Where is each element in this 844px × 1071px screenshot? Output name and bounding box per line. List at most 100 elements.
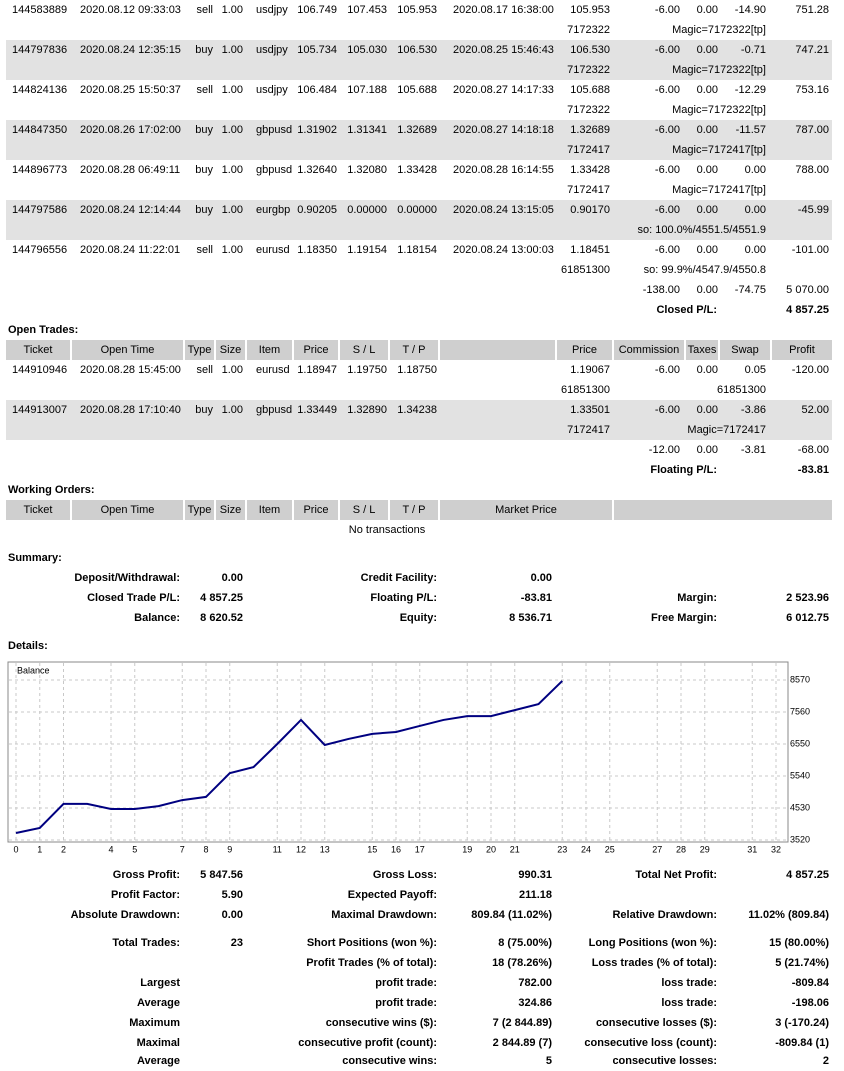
row-band (6, 40, 832, 60)
x-tick-label: 21 (510, 844, 520, 854)
section-title: Working Orders: (8, 484, 95, 496)
x-tick-label: 9 (227, 844, 232, 854)
header-cell (390, 500, 438, 520)
cell: 2020.08.17 16:38:00 (453, 4, 554, 16)
header: Taxes (687, 344, 717, 356)
cell: 2020.08.27 14:17:33 (453, 84, 554, 96)
cell: -101.00 (791, 244, 829, 256)
header-cell (720, 340, 770, 360)
cell: eurusd (256, 364, 290, 376)
y-tick-label: 8570 (790, 674, 810, 684)
cell: 52.00 (801, 404, 829, 416)
total: 0.00 (696, 284, 718, 296)
cell: -6.00 (654, 244, 680, 256)
cell: 2020.08.28 17:10:40 (80, 404, 181, 416)
note: so: 99.9%/4547.9/4550.8 (643, 264, 766, 276)
value: 5 (21.74%) (775, 957, 829, 969)
value: 2 523.96 (786, 592, 829, 604)
label: Free Margin: (650, 612, 717, 624)
cell: buy (195, 204, 213, 216)
cell: 105.953 (397, 4, 437, 16)
cell: 1.33428 (570, 164, 610, 176)
cell: 0.90205 (297, 204, 337, 216)
value: -83.81 (520, 592, 552, 604)
value: 4 857.25 (786, 869, 829, 881)
label: consecutive losses: (612, 1055, 717, 1067)
value: 211.18 (518, 889, 552, 901)
cell: 0.00 (696, 124, 718, 136)
total: 5 070.00 (786, 284, 829, 296)
row-band (6, 120, 832, 140)
header-cell (216, 340, 245, 360)
cell: 0.00 (696, 204, 718, 216)
label: Gross Loss: (372, 869, 437, 881)
header: Item (258, 504, 281, 516)
total: 0.00 (696, 444, 718, 456)
cell: 105.030 (347, 44, 387, 56)
header: Market Price (495, 504, 557, 516)
x-tick-label: 2 (61, 844, 66, 854)
value: 18 (78.26%) (492, 957, 552, 969)
cell: gbpusd (256, 404, 293, 416)
x-tick-label: 25 (605, 844, 615, 854)
header-cell (247, 340, 292, 360)
header-cell (6, 500, 70, 520)
value: 8 620.52 (200, 612, 243, 624)
value: 23 (230, 937, 243, 949)
total: -138.00 (642, 284, 680, 296)
cell: -6.00 (654, 164, 680, 176)
x-tick-label: 12 (296, 844, 306, 854)
x-tick-label: 24 (581, 844, 591, 854)
cell: sell (196, 364, 213, 376)
cell: 2020.08.25 15:50:37 (80, 84, 181, 96)
label: Total Trades: (112, 937, 180, 949)
cell: eurusd (256, 244, 290, 256)
cell: 0.00 (696, 244, 718, 256)
x-tick-label: 23 (557, 844, 567, 854)
cell: usdjpy (256, 4, 288, 16)
x-tick-label: 19 (462, 844, 472, 854)
value: 3 (-170.24) (775, 1017, 829, 1029)
header-cell (294, 340, 338, 360)
cell: 2020.08.24 13:15:05 (453, 204, 554, 216)
y-tick-label: 7560 (790, 706, 810, 716)
cell: 1.00 (221, 164, 243, 176)
cell: 1.19067 (570, 364, 610, 376)
cell: 1.00 (221, 124, 243, 136)
header-cell (614, 500, 832, 520)
label: Floating P/L: (370, 592, 437, 604)
cell: 107.188 (347, 84, 387, 96)
y-tick-label: 6550 (790, 738, 810, 748)
label: Closed P/L: (656, 304, 717, 316)
comment: 61851300 (561, 264, 610, 276)
cell: 1.00 (221, 84, 243, 96)
cell: -45.99 (797, 204, 829, 216)
value: -83.81 (797, 464, 829, 476)
x-tick-label: 7 (180, 844, 185, 854)
cell: 2020.08.28 15:45:00 (80, 364, 181, 376)
value: 4 857.25 (200, 592, 243, 604)
value: 4 857.25 (786, 304, 829, 316)
cell: usdjpy (256, 84, 288, 96)
header-cell (216, 500, 245, 520)
cell: 2020.08.28 16:14:55 (453, 164, 554, 176)
row-band (6, 140, 832, 160)
cell: buy (195, 164, 213, 176)
x-tick-label: 1 (37, 844, 42, 854)
label: Profit Factor: (110, 889, 180, 901)
cell: 144796556 (12, 244, 68, 256)
label: Deposit/Withdrawal: (74, 572, 180, 584)
cell: 1.31902 (297, 124, 337, 136)
label: Absolute Drawdown: (70, 909, 180, 921)
header: Swap (731, 344, 759, 356)
value: 7 (2 844.89) (492, 1017, 552, 1029)
cell: 1.00 (221, 244, 243, 256)
cell: 1.18947 (297, 364, 337, 376)
x-tick-label: 0 (13, 844, 18, 854)
row-band (6, 220, 832, 240)
header: Item (258, 344, 281, 356)
note: so: 100.0%/4551.5/4551.9 (637, 224, 766, 236)
section-title: Details: (8, 640, 48, 652)
cell: 2020.08.27 14:18:18 (453, 124, 554, 136)
label: Total Net Profit: (635, 869, 717, 881)
